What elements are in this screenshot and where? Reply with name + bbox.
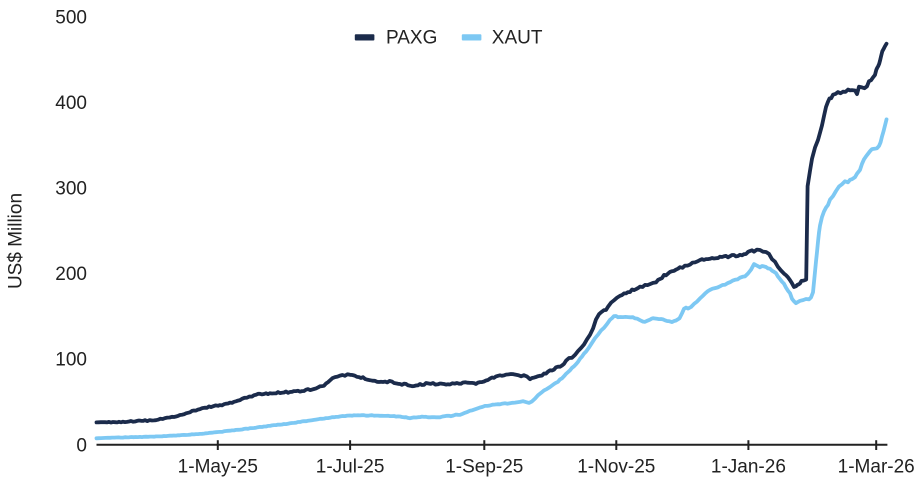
svg-text:1-Mar-26: 1-Mar-26 bbox=[838, 457, 915, 478]
svg-text:100: 100 bbox=[55, 350, 87, 371]
svg-text:PAXG: PAXG bbox=[386, 28, 437, 49]
svg-text:1-Sep-25: 1-Sep-25 bbox=[445, 457, 523, 478]
svg-text:200: 200 bbox=[55, 264, 87, 285]
svg-text:1-Jul-25: 1-Jul-25 bbox=[316, 457, 385, 478]
svg-text:1-Nov-25: 1-Nov-25 bbox=[577, 457, 655, 478]
svg-text:300: 300 bbox=[55, 179, 87, 200]
svg-text:1-Jan-26: 1-Jan-26 bbox=[711, 457, 786, 478]
svg-text:1-May-25: 1-May-25 bbox=[178, 457, 258, 478]
svg-text:0: 0 bbox=[76, 435, 87, 456]
svg-text:XAUT: XAUT bbox=[492, 28, 543, 49]
svg-text:US$ Million: US$ Million bbox=[6, 193, 27, 289]
svg-text:500: 500 bbox=[55, 7, 87, 28]
svg-text:400: 400 bbox=[55, 93, 87, 114]
